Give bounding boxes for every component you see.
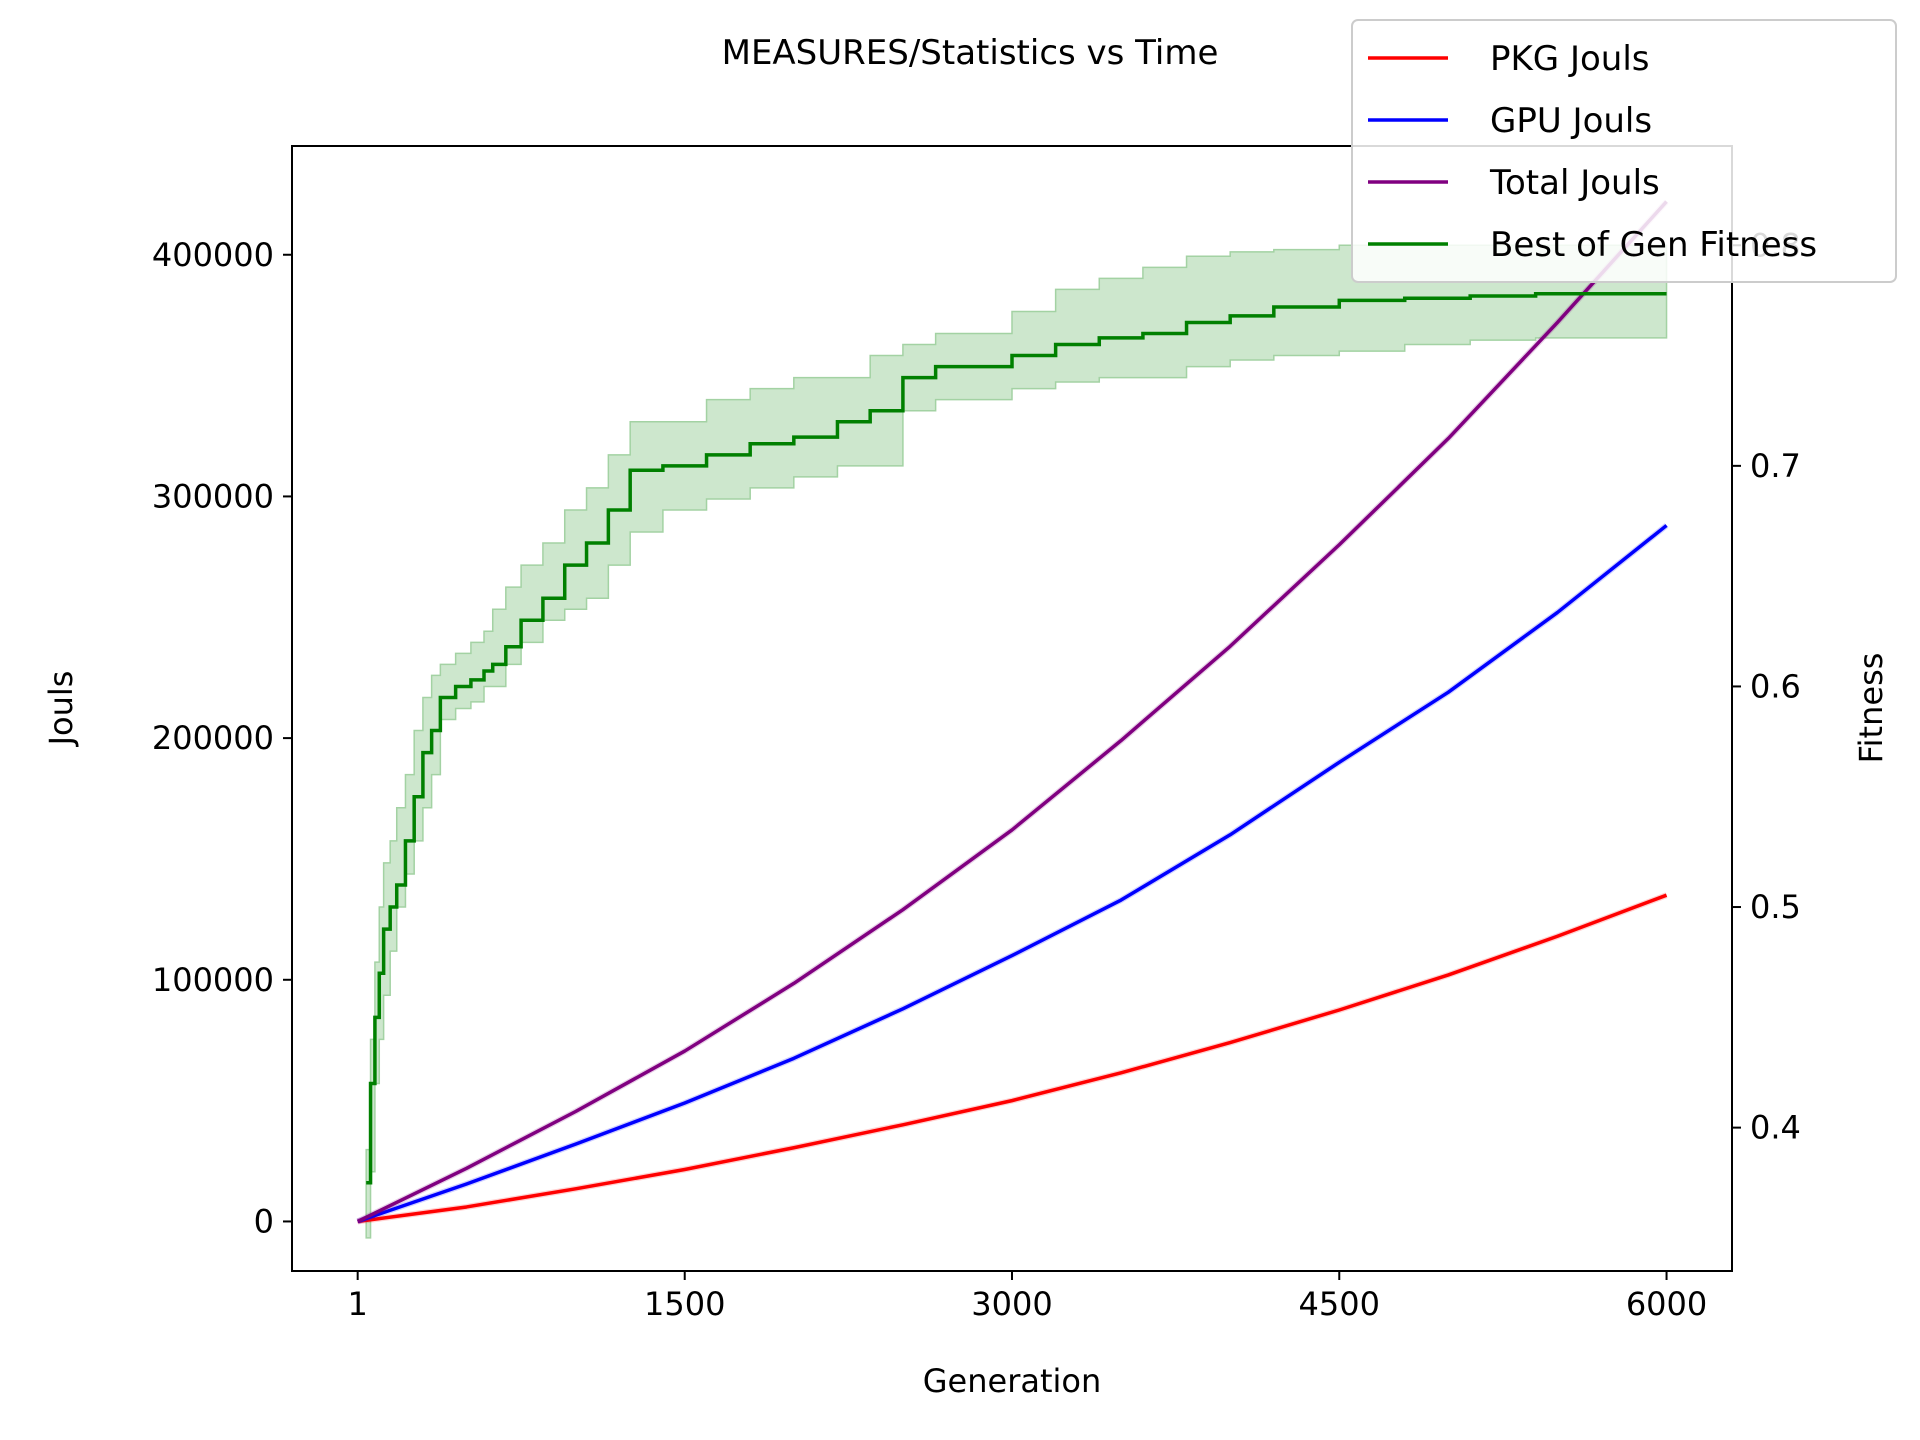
- series-layer: [356, 199, 1669, 1225]
- x-tick-label: 1: [347, 1285, 367, 1323]
- y2-axis-label: Fitness: [1852, 653, 1890, 764]
- legend-label: PKG Jouls: [1490, 39, 1650, 79]
- legend-label: GPU Jouls: [1490, 101, 1652, 141]
- y-axis-right: 0.40.50.60.70.8: [1732, 226, 1801, 1147]
- y-tick-label: 100000: [152, 961, 274, 999]
- legend-box: [1351, 19, 1897, 283]
- x-tick-label: 6000: [1626, 1285, 1707, 1323]
- legend-label: Best of Gen Fitness: [1490, 225, 1817, 265]
- y-tick-label: 200000: [152, 719, 274, 757]
- y-tick-label: 300000: [152, 477, 274, 515]
- legend-label: Total Jouls: [1489, 163, 1660, 203]
- y-tick-label: 0: [254, 1202, 274, 1240]
- fitness-band-layer: [365, 244, 1668, 1239]
- series-line-1: [357, 524, 1668, 1224]
- x-tick-label: 4500: [1299, 1285, 1380, 1323]
- y2-tick-label: 0.7: [1750, 447, 1801, 485]
- y-tick-label: 400000: [152, 236, 274, 274]
- y2-tick-label: 0.6: [1750, 667, 1801, 705]
- chart-title: MEASURES/Statistics vs Time: [722, 33, 1219, 73]
- fitness-band: [365, 244, 1668, 1239]
- y2-tick-label: 0.5: [1750, 888, 1801, 926]
- x-tick-label: 1500: [644, 1285, 725, 1323]
- y2-tick-label: 0.4: [1750, 1109, 1801, 1147]
- series-line-2: [356, 200, 1668, 1224]
- y-axis-label: Jouls: [42, 671, 80, 748]
- y-axis-left: 0 100000 200000 300000 400000: [152, 236, 292, 1240]
- series-line-fitness: [366, 292, 1667, 1185]
- series-line-0: [357, 893, 1668, 1224]
- x-axis: 1 1500 3000 4500 6000: [347, 1271, 1707, 1323]
- x-tick-label: 3000: [971, 1285, 1052, 1323]
- legend: PKG Jouls GPU Jouls Total Jouls Best of Gen…: [1351, 19, 1897, 283]
- x-axis-label: Generation: [923, 1362, 1102, 1400]
